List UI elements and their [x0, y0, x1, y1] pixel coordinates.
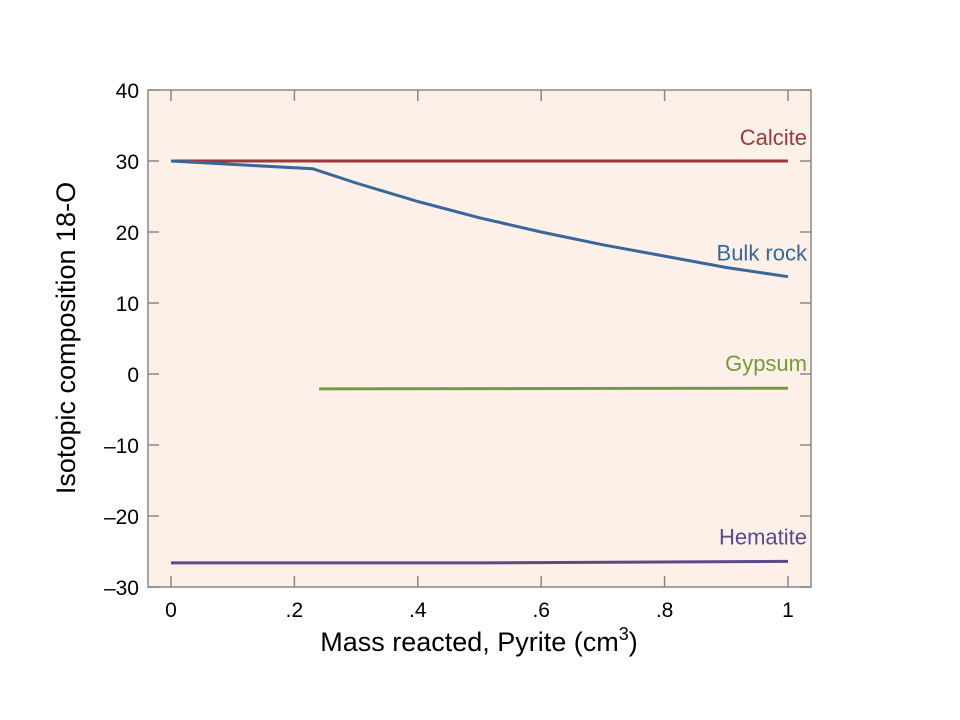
y-tick-label: 10: [116, 293, 139, 316]
plot-frame: [147, 89, 812, 588]
y-tick-label: 20: [116, 222, 139, 245]
y-tick-label: –20: [104, 506, 139, 529]
y-tick-label: –30: [104, 577, 139, 600]
y-axis-title: Isotopic composition 18-O: [51, 182, 81, 494]
series-label-gypsum: Gypsum: [725, 351, 807, 376]
y-tick-label: –10: [104, 435, 139, 458]
x-axis-title-close: ): [629, 627, 638, 657]
plot-background: [148, 90, 811, 587]
x-tick-label: 0: [165, 599, 177, 622]
y-tick-label: 0: [127, 364, 139, 387]
x-tick-label: .2: [286, 599, 304, 622]
series-line-gypsum: [319, 386, 789, 391]
x-axis-title-superscript: 3: [619, 624, 629, 644]
series-label-calcite: Calcite: [740, 125, 807, 150]
series-line-bulk-rock: [170, 159, 789, 279]
x-tick-label: .8: [656, 599, 674, 622]
x-axis-title: Mass reacted, Pyrite (cm3): [320, 624, 638, 657]
y-tick-label: 40: [116, 80, 139, 103]
x-tick-label: 1: [782, 599, 794, 622]
series-label-hematite: Hematite: [719, 524, 807, 549]
x-tick-label: .6: [532, 599, 550, 622]
series-layer: [170, 159, 789, 565]
labels-layer: 40 30 20 10 0 –10 –20 –30 0 .2 .4 .6 .8 1 Calcite Bulk …: [104, 80, 808, 622]
x-axis-title-main: Mass reacted, Pyrite (cm: [320, 627, 619, 657]
tick-marks: [148, 89, 811, 588]
series-line-hematite: [171, 559, 789, 565]
series-label-bulk-rock: Bulk rock: [717, 241, 808, 266]
x-tick-label: .4: [409, 599, 427, 622]
y-tick-label: 30: [116, 151, 139, 174]
